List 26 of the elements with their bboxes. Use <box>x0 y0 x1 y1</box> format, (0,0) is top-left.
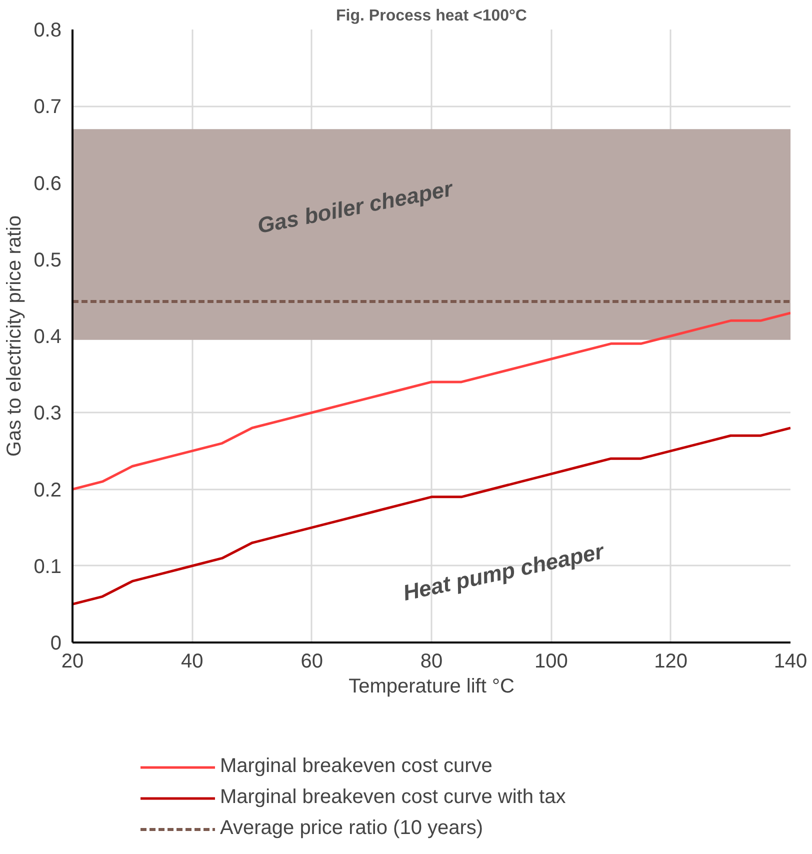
x-axis-title: Temperature lift °C <box>348 676 514 698</box>
annotation: Heat pump cheaper <box>400 538 608 606</box>
legend-label: Average price ratio (10 years) <box>220 817 484 840</box>
band-label: Gas boiler cheaper <box>255 176 456 238</box>
y-axis-title: Gas to electricity price ratio <box>4 215 26 457</box>
y-tick-label: 0.6 <box>34 172 62 195</box>
chart-title: Fig. Process heat <100°C <box>336 8 528 24</box>
x-tick-label: 60 <box>300 650 323 672</box>
line-series <box>72 312 790 490</box>
legend-label: Marginal breakeven cost curve <box>220 755 492 778</box>
y-tick-label: 0.7 <box>34 96 62 118</box>
y-tick-label: 0.1 <box>34 556 62 578</box>
x-tick-label: 140 <box>774 650 808 672</box>
x-tick-label: 40 <box>181 650 204 672</box>
x-tick-label: 20 <box>61 650 84 672</box>
y-tick-label: 0.4 <box>34 326 62 348</box>
line-series <box>72 426 790 606</box>
y-tick-label: 0.8 <box>34 20 62 42</box>
y-tick-label: 0 <box>50 632 62 654</box>
legend-label: Marginal breakeven cost curve with tax <box>220 786 566 809</box>
x-tick-label: 100 <box>534 650 568 672</box>
y-tick-label: 0.5 <box>34 249 62 272</box>
x-tick-label: 120 <box>654 650 688 672</box>
y-tick-label: 0.3 <box>34 402 62 425</box>
x-tick-label: 80 <box>420 650 443 672</box>
y-tick-label: 0.2 <box>34 479 62 502</box>
